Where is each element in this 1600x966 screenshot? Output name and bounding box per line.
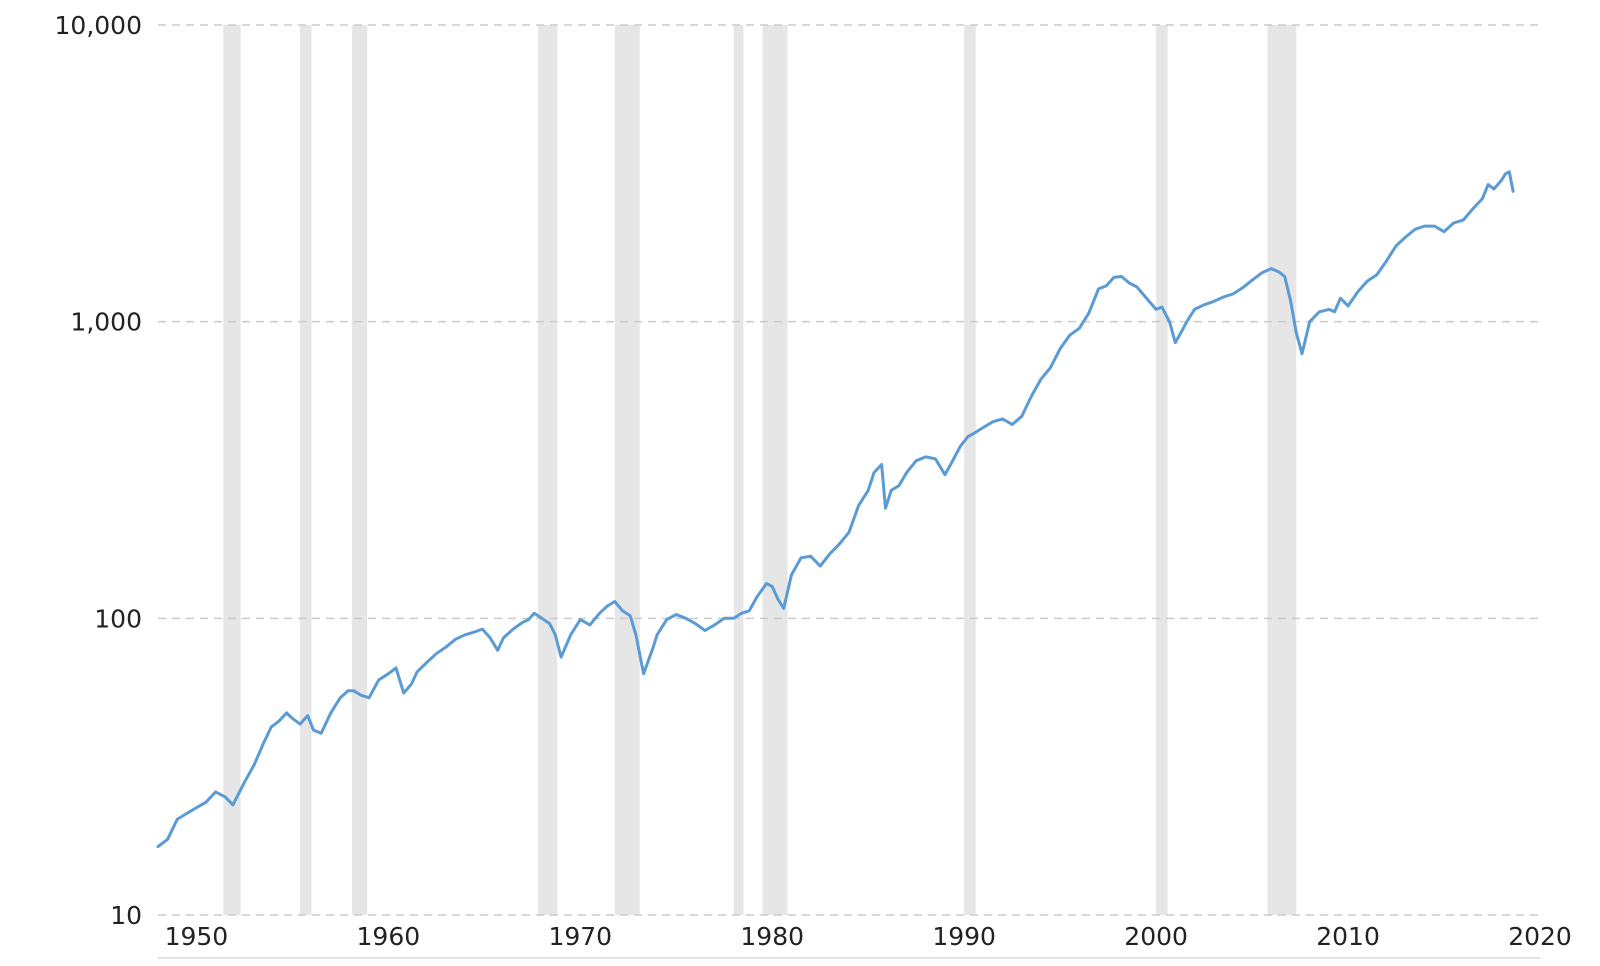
- recession-bands: [223, 25, 1297, 915]
- x-axis-ticks: 1950 1960 1970 1980 1990 2000 2010 2020: [165, 922, 1572, 951]
- x-tick-label: 2010: [1316, 922, 1380, 951]
- y-axis-ticks: 10 100 1,000 10,000: [55, 11, 142, 930]
- recession-band: [733, 25, 744, 915]
- horizontal-grid: [158, 24, 1540, 916]
- recession-band: [1267, 25, 1297, 915]
- recession-band: [351, 25, 368, 915]
- x-tick-label: 2000: [1124, 922, 1188, 951]
- recession-band: [964, 25, 976, 915]
- x-tick-label: 1990: [932, 922, 996, 951]
- recession-band: [223, 25, 241, 915]
- recession-band: [538, 25, 558, 915]
- recession-band: [1156, 25, 1168, 915]
- y-tick-label: 10,000: [55, 11, 142, 40]
- x-tick-label: 1960: [357, 922, 421, 951]
- y-tick-label: 1,000: [70, 308, 142, 337]
- recession-band: [300, 25, 312, 915]
- x-tick-label: 1980: [740, 922, 804, 951]
- y-tick-label: 100: [94, 604, 142, 633]
- y-tick-label: 10: [110, 901, 142, 930]
- x-tick-label: 1950: [165, 922, 229, 951]
- series-line: [156, 170, 1515, 849]
- x-tick-label: 1970: [548, 922, 612, 951]
- recession-band: [614, 25, 640, 915]
- recession-band: [762, 25, 788, 915]
- x-tick-label: 2020: [1508, 922, 1572, 951]
